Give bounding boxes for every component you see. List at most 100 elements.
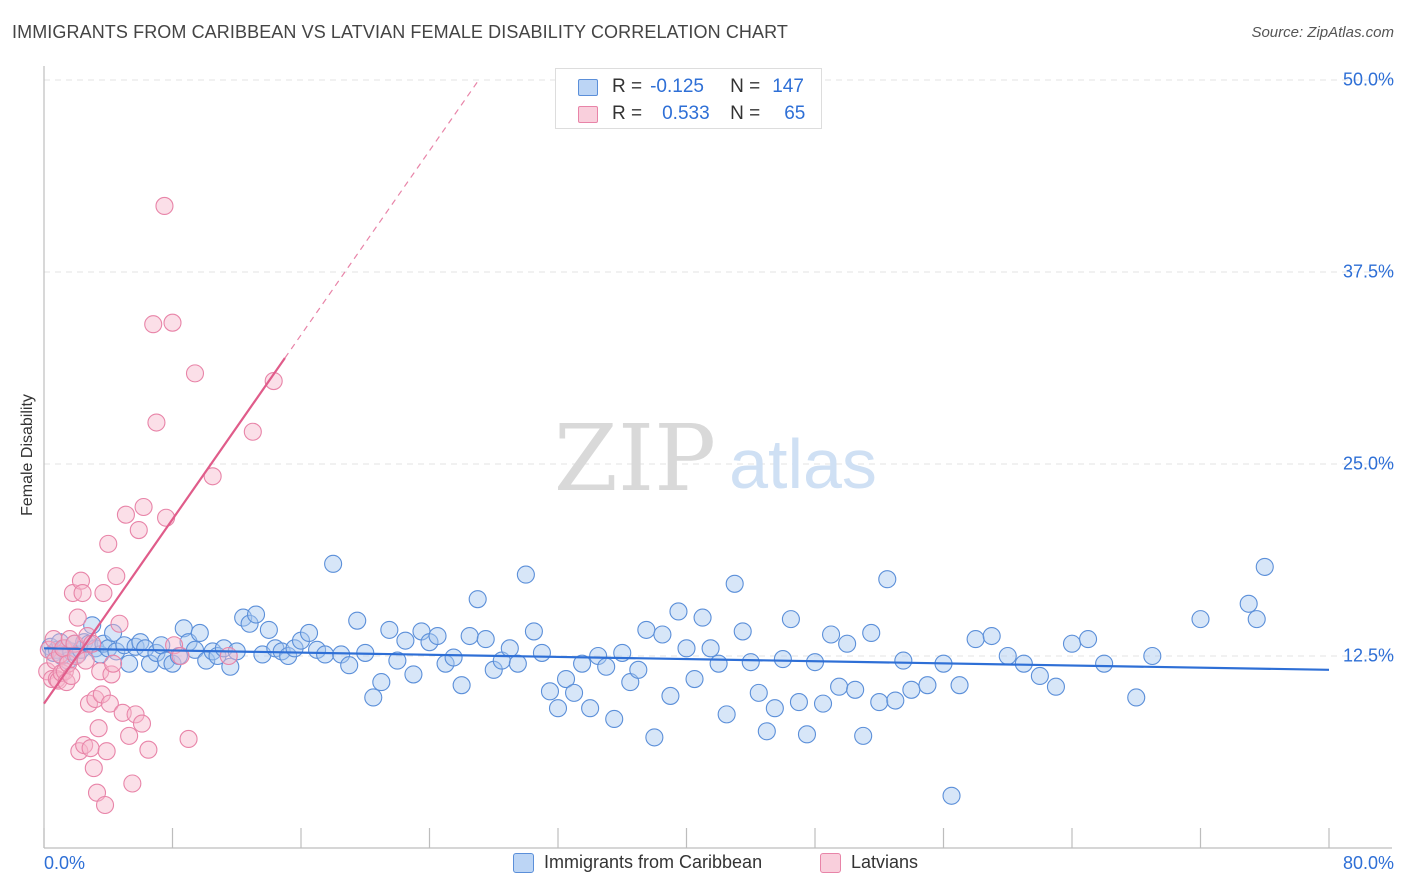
data-point-caribbean bbox=[299, 623, 319, 643]
watermark: ZIP atlas bbox=[554, 405, 877, 512]
data-point-caribbean bbox=[120, 654, 139, 673]
data-point-caribbean bbox=[725, 574, 744, 593]
data-point-caribbean bbox=[950, 676, 969, 695]
watermark-atlas: atlas bbox=[729, 425, 877, 503]
data-point-latvians bbox=[104, 654, 123, 673]
data-point-caribbean bbox=[653, 625, 672, 644]
data-point-caribbean bbox=[259, 620, 278, 639]
data-point-caribbean bbox=[942, 786, 961, 805]
data-point-latvians bbox=[116, 505, 135, 524]
data-point-caribbean bbox=[830, 677, 849, 696]
data-point-caribbean bbox=[605, 709, 624, 729]
data-point-caribbean bbox=[982, 626, 1001, 646]
legend-swatch-blue bbox=[578, 78, 598, 96]
correlation-legend: R = -0.125 N = 147 R = 0.533 N = 65 bbox=[555, 68, 822, 129]
data-point-caribbean bbox=[677, 639, 696, 658]
data-point-caribbean bbox=[894, 651, 913, 670]
data-point-caribbean bbox=[476, 630, 495, 649]
r-label: R = bbox=[612, 76, 643, 97]
data-point-latvians bbox=[76, 651, 95, 670]
data-point-caribbean bbox=[966, 630, 985, 649]
data-point-caribbean bbox=[645, 728, 664, 747]
data-point-latvians bbox=[110, 614, 129, 633]
legend-swatch-pink bbox=[820, 852, 841, 873]
data-point-latvians bbox=[163, 313, 182, 332]
data-point-caribbean bbox=[1079, 630, 1098, 649]
data-point-caribbean bbox=[1255, 557, 1274, 576]
data-point-latvians bbox=[243, 422, 262, 441]
trend-line-caribbean bbox=[43, 647, 1330, 671]
data-point-caribbean bbox=[669, 602, 688, 621]
data-point-caribbean bbox=[1239, 594, 1258, 613]
data-point-caribbean bbox=[428, 626, 447, 646]
data-point-latvians bbox=[126, 705, 145, 724]
data-point-caribbean bbox=[372, 673, 391, 692]
data-point-caribbean bbox=[524, 622, 543, 641]
data-point-latvians bbox=[123, 774, 142, 793]
source-label: Source: ZipAtlas.com bbox=[1251, 24, 1394, 41]
legend-swatch-blue bbox=[513, 852, 534, 873]
legend-item-caribbean: Immigrants from Caribbean bbox=[513, 852, 762, 873]
data-point-caribbean bbox=[452, 676, 471, 695]
data-point-latvians bbox=[86, 689, 105, 709]
data-point-caribbean bbox=[500, 639, 519, 658]
data-point-caribbean bbox=[1062, 634, 1082, 653]
n-label: N = bbox=[730, 76, 761, 97]
y-tick-label: 50.0% bbox=[1342, 69, 1394, 90]
data-point-caribbean bbox=[1030, 666, 1049, 686]
trend-line-latvians bbox=[43, 357, 286, 705]
data-point-latvians bbox=[79, 694, 99, 713]
data-point-latvians bbox=[39, 640, 58, 659]
data-point-caribbean bbox=[741, 653, 760, 672]
data-point-latvians bbox=[97, 742, 116, 761]
data-point-caribbean bbox=[508, 654, 527, 673]
r-value: 0.533 bbox=[662, 103, 710, 124]
data-point-caribbean bbox=[733, 622, 752, 641]
data-point-caribbean bbox=[1247, 610, 1266, 629]
data-point-caribbean bbox=[878, 570, 897, 589]
data-point-latvians bbox=[107, 567, 126, 586]
data-point-caribbean bbox=[316, 645, 335, 664]
data-point-caribbean bbox=[661, 686, 680, 705]
data-point-caribbean bbox=[862, 623, 881, 643]
data-point-caribbean bbox=[532, 643, 551, 662]
data-point-caribbean bbox=[581, 699, 600, 718]
data-point-caribbean bbox=[701, 639, 720, 658]
data-point-caribbean bbox=[1095, 654, 1114, 673]
n-label: N = bbox=[730, 103, 761, 124]
data-point-caribbean bbox=[324, 554, 343, 573]
data-point-caribbean bbox=[749, 683, 768, 702]
data-point-latvians bbox=[129, 520, 148, 540]
data-point-latvians bbox=[219, 646, 238, 666]
data-point-caribbean bbox=[822, 625, 841, 644]
data-point-caribbean bbox=[1143, 646, 1162, 666]
data-point-caribbean bbox=[629, 660, 648, 679]
data-point-caribbean bbox=[404, 665, 423, 684]
data-point-latvians bbox=[120, 726, 139, 745]
data-point-caribbean bbox=[757, 722, 776, 741]
watermark-zip: ZIP bbox=[554, 405, 716, 512]
data-point-caribbean bbox=[348, 611, 367, 630]
data-point-caribbean bbox=[396, 631, 415, 650]
data-point-caribbean bbox=[104, 623, 123, 643]
data-point-caribbean bbox=[717, 705, 736, 724]
trend-lines bbox=[43, 81, 1330, 705]
data-point-caribbean bbox=[789, 693, 808, 712]
data-point-latvians bbox=[68, 608, 87, 627]
data-point-caribbean bbox=[773, 650, 792, 669]
data-point-latvians bbox=[99, 534, 118, 553]
data-point-caribbean bbox=[540, 682, 560, 701]
data-point-latvians bbox=[70, 742, 89, 761]
data-point-caribbean bbox=[781, 610, 800, 629]
data-point-latvians bbox=[155, 196, 174, 216]
axes bbox=[43, 66, 1392, 849]
data-point-latvians bbox=[157, 508, 176, 527]
data-point-latvians bbox=[134, 497, 153, 517]
gridlines bbox=[44, 79, 1392, 657]
data-point-latvians bbox=[132, 714, 152, 733]
data-point-caribbean bbox=[838, 634, 857, 653]
series-caribbean-points bbox=[41, 554, 1274, 805]
data-point-caribbean bbox=[685, 669, 704, 689]
data-point-latvians bbox=[100, 694, 119, 713]
